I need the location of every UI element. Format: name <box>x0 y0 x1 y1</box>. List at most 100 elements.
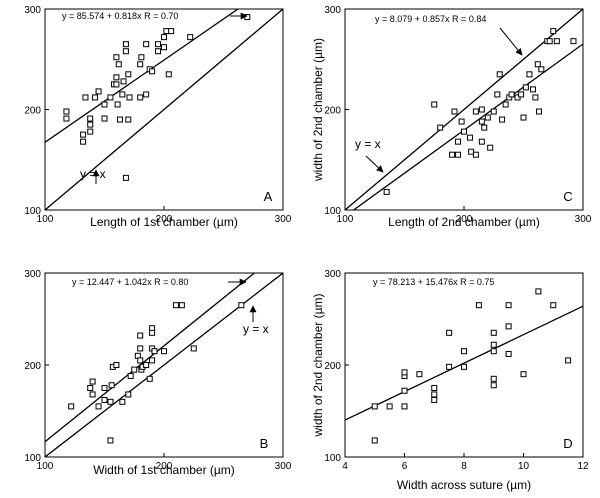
panel-c-data-point <box>461 128 467 135</box>
panel-b-data-point <box>143 362 150 368</box>
panel-d-data-point <box>475 302 482 309</box>
panel-c-reference-arrow <box>365 155 384 173</box>
panel-a-data-point <box>63 115 70 122</box>
panel-b-data-point <box>178 302 185 309</box>
panel-d-data-point <box>505 302 512 309</box>
panel-c-data-point <box>553 38 560 45</box>
panel-a-x-tick-label: 300 <box>275 214 292 225</box>
panel-a-data-point <box>137 61 144 68</box>
panel-a-data-point <box>155 41 162 48</box>
panel-b-data-point <box>113 362 120 368</box>
panel-a-data-point <box>125 71 132 78</box>
panel-a-x-tick-label: 100 <box>37 214 54 225</box>
panel-c: 100 200 300 100 200 300 y = 8.079 + 0.857x R =… <box>311 5 592 229</box>
panel-d-data-point <box>416 371 423 378</box>
panel-c-data-point <box>478 138 485 145</box>
panel-c-data-point <box>481 124 488 131</box>
panel-c-data-point <box>383 188 390 195</box>
panel-b-x-tick-label: 300 <box>275 461 292 472</box>
panel-a-data-point <box>155 48 162 55</box>
panel-c-data-point <box>530 86 537 93</box>
panel-c-data-point <box>478 106 485 113</box>
panel-a-data-point <box>161 44 167 51</box>
panel-a-data-point <box>115 61 122 68</box>
panel-b-data-point <box>137 332 144 339</box>
panel-d-equation: y = 78.213 + 15.476x R = 0.75 <box>373 277 494 287</box>
panel-c-data-point <box>472 151 479 158</box>
panel-b-data-point <box>127 373 134 380</box>
panel-a-equation: y = 85.574 + 0.818x R = 0.70 <box>62 11 178 21</box>
panel-a-data-point <box>95 88 102 95</box>
panel-a-data-point <box>161 34 167 41</box>
panel-a-data-point <box>244 14 251 21</box>
panel-c-data-point <box>518 91 525 98</box>
panel-a-data-point <box>91 94 98 101</box>
panel-b-data-point <box>119 398 126 405</box>
panel-d-regression-line <box>345 305 583 421</box>
panel-d-data-point <box>461 348 467 355</box>
panel-d-data-point <box>490 375 497 382</box>
panel-c-data-point <box>502 101 509 108</box>
panel-b-data-point <box>107 398 114 405</box>
panel-a-data-point <box>163 28 170 35</box>
panel-c-data-point <box>468 148 475 155</box>
panel-d-data-point <box>431 391 438 398</box>
panel-c-y-axis-label: width of 2nd chamber (µm) <box>311 38 325 182</box>
panel-d-data-point <box>431 385 438 391</box>
panel-b-data-point <box>95 403 102 410</box>
panel-a-data-point <box>116 116 123 123</box>
panel-a-data-point <box>114 101 121 108</box>
panel-b-data-point <box>87 385 94 391</box>
panel-d-data-point <box>490 341 497 348</box>
panel-d-data-point <box>386 403 393 410</box>
panel-a-data-point <box>143 41 150 48</box>
panel-d-x-tick-label: 8 <box>461 461 467 472</box>
panel-b-data-point <box>137 357 144 364</box>
panel-a-data-point <box>119 91 126 98</box>
panel-b-data-point <box>161 348 167 355</box>
panel-a-data-point <box>138 54 145 61</box>
panel-c-data-point <box>484 114 491 121</box>
panel-d-y-tick-label: 100 <box>324 453 341 464</box>
panel-d-y-tick-label: 300 <box>324 269 341 280</box>
panel-c-data-point <box>570 38 577 45</box>
panel-b: 100 200 300 100 200 300 y = 12.447 + 1.042x R … <box>24 269 292 477</box>
panel-a-data-point <box>113 74 120 81</box>
panel-a-lines <box>45 9 283 210</box>
panel-c-x-tick-label: 200 <box>456 214 473 225</box>
panel-c-data-point <box>437 124 444 131</box>
panel-a-data-point <box>122 48 129 55</box>
panel-a-data-point <box>101 101 108 108</box>
panel-d-lines <box>345 305 583 421</box>
panel-c-data-point <box>522 84 529 91</box>
panel-d-data-point <box>446 329 453 336</box>
panel-a-identity-line <box>45 9 283 210</box>
panel-b-data-point <box>149 329 156 336</box>
panel-a-y-tick-label: 100 <box>24 206 41 217</box>
panel-c-data-point <box>478 118 485 125</box>
panel-a-data-point <box>165 71 172 78</box>
panel-a-regression-line <box>45 9 240 143</box>
panel-a-data-point <box>125 116 132 123</box>
panel-c-identity-line <box>345 9 583 210</box>
panel-d-data-point <box>446 363 453 370</box>
panel-b-data-point <box>151 348 158 355</box>
panel-c-y-tick-label: 200 <box>324 106 341 117</box>
panel-c-data-point <box>451 108 458 115</box>
panel-d-data-point <box>550 302 557 309</box>
panel-c-y-tick-label: 300 <box>324 5 341 16</box>
panel-c-x-tick-label: 300 <box>575 214 592 225</box>
panel-a-reference-label: y = x <box>80 167 106 181</box>
panel-a-data-point <box>187 34 194 41</box>
panel-c-data-point <box>526 71 533 78</box>
panel-a-data-point <box>137 94 144 101</box>
panel-d-x-tick-label: 4 <box>342 461 348 472</box>
panel-a-data-point <box>149 68 156 75</box>
panel-a-data-point <box>120 78 127 85</box>
panel-c-data-point <box>514 94 521 101</box>
panel-a-y-tick-label: 200 <box>24 106 41 117</box>
panel-b-data-point <box>131 366 138 373</box>
panel-c-data-point <box>487 144 494 151</box>
panel-d-data-point <box>535 288 542 295</box>
panel-c-y-tick-label: 100 <box>324 206 341 217</box>
